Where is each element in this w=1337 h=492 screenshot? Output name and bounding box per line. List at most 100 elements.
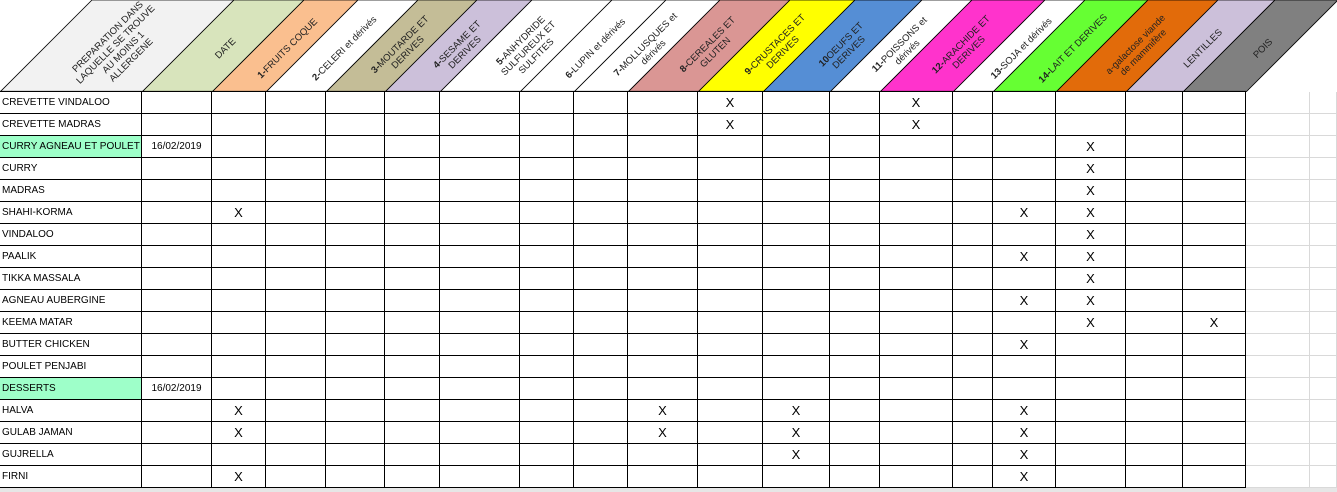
allergen-cell-soja[interactable] <box>953 136 993 158</box>
empty-cell[interactable] <box>1310 400 1337 422</box>
allergen-cell-mollusques[interactable] <box>574 202 628 224</box>
allergen-cell-oeufs[interactable] <box>763 158 830 180</box>
dish-name-cell[interactable]: SHAHI-KORMA <box>0 202 142 224</box>
allergen-cell-arachide[interactable] <box>880 400 953 422</box>
allergen-cell-crustaces[interactable] <box>698 422 763 444</box>
allergen-cell-arachide[interactable] <box>880 202 953 224</box>
allergen-cell-cereales[interactable] <box>628 224 698 246</box>
allergen-cell-moutarde[interactable] <box>326 422 385 444</box>
allergen-cell-lait[interactable]: X <box>993 422 1056 444</box>
allergen-cell-crustaces[interactable] <box>698 444 763 466</box>
allergen-cell-poissons[interactable] <box>830 224 880 246</box>
empty-cell[interactable] <box>1310 268 1337 290</box>
allergen-cell-crustaces[interactable]: X <box>698 92 763 114</box>
allergen-cell-oeufs[interactable]: X <box>763 444 830 466</box>
allergen-cell-lupin[interactable] <box>520 400 574 422</box>
empty-cell[interactable] <box>1246 114 1310 136</box>
allergen-cell-cereales[interactable] <box>628 158 698 180</box>
allergen-cell-arachide[interactable] <box>880 466 953 488</box>
allergen-cell-lupin[interactable] <box>520 136 574 158</box>
allergen-cell-crustaces[interactable] <box>698 334 763 356</box>
dish-name-cell[interactable]: AGNEAU AUBERGINE <box>0 290 142 312</box>
allergen-cell-anhydride[interactable] <box>440 92 520 114</box>
allergen-cell-cereales[interactable] <box>628 202 698 224</box>
allergen-cell-lait[interactable] <box>993 158 1056 180</box>
allergen-cell-anhydride[interactable] <box>440 378 520 400</box>
allergen-cell-alpha-gal[interactable] <box>1056 378 1126 400</box>
allergen-cell-pois[interactable] <box>1183 400 1246 422</box>
allergen-cell-soja[interactable] <box>953 224 993 246</box>
allergen-cell-mollusques[interactable] <box>574 422 628 444</box>
allergen-cell-sesame[interactable] <box>385 312 440 334</box>
dish-name-cell[interactable]: MADRAS <box>0 180 142 202</box>
dish-name-cell[interactable]: CREVETTE MADRAS <box>0 114 142 136</box>
allergen-cell-fruits-coque[interactable] <box>212 158 266 180</box>
allergen-cell-cereales[interactable] <box>628 180 698 202</box>
allergen-cell-mollusques[interactable] <box>574 312 628 334</box>
allergen-cell-lait[interactable]: X <box>993 290 1056 312</box>
allergen-cell-poissons[interactable] <box>830 466 880 488</box>
allergen-cell-celeri[interactable] <box>266 422 326 444</box>
empty-cell[interactable] <box>1310 246 1337 268</box>
dish-name-cell[interactable]: VINDALOO <box>0 224 142 246</box>
allergen-cell-pois[interactable] <box>1183 290 1246 312</box>
allergen-cell-moutarde[interactable] <box>326 466 385 488</box>
allergen-cell-sesame[interactable] <box>385 114 440 136</box>
allergen-cell-celeri[interactable] <box>266 224 326 246</box>
allergen-cell-moutarde[interactable] <box>326 180 385 202</box>
allergen-cell-soja[interactable] <box>953 378 993 400</box>
allergen-cell-cereales[interactable] <box>628 136 698 158</box>
allergen-cell-lait[interactable]: X <box>993 466 1056 488</box>
allergen-cell-moutarde[interactable] <box>326 334 385 356</box>
allergen-cell-celeri[interactable] <box>266 114 326 136</box>
allergen-cell-lupin[interactable] <box>520 422 574 444</box>
allergen-cell-sesame[interactable] <box>385 422 440 444</box>
allergen-cell-anhydride[interactable] <box>440 422 520 444</box>
allergen-cell-lentilles[interactable] <box>1126 290 1183 312</box>
allergen-cell-lupin[interactable] <box>520 158 574 180</box>
allergen-cell-lentilles[interactable] <box>1126 422 1183 444</box>
allergen-cell-oeufs[interactable]: X <box>763 400 830 422</box>
allergen-cell-mollusques[interactable] <box>574 92 628 114</box>
allergen-cell-fruits-coque[interactable] <box>212 378 266 400</box>
allergen-cell-fruits-coque[interactable] <box>212 224 266 246</box>
allergen-cell-alpha-gal[interactable]: X <box>1056 290 1126 312</box>
allergen-cell-poissons[interactable] <box>830 444 880 466</box>
allergen-cell-fruits-coque[interactable] <box>212 246 266 268</box>
date-cell[interactable] <box>142 246 212 268</box>
empty-cell[interactable] <box>1246 466 1310 488</box>
allergen-cell-anhydride[interactable] <box>440 444 520 466</box>
allergen-cell-pois[interactable] <box>1183 422 1246 444</box>
allergen-cell-cereales[interactable] <box>628 356 698 378</box>
allergen-cell-cereales[interactable] <box>628 312 698 334</box>
allergen-cell-arachide[interactable] <box>880 312 953 334</box>
allergen-cell-alpha-gal[interactable] <box>1056 92 1126 114</box>
allergen-cell-crustaces[interactable] <box>698 136 763 158</box>
allergen-cell-mollusques[interactable] <box>574 268 628 290</box>
allergen-cell-lait[interactable]: X <box>993 202 1056 224</box>
allergen-cell-alpha-gal[interactable]: X <box>1056 136 1126 158</box>
allergen-cell-sesame[interactable] <box>385 466 440 488</box>
empty-cell[interactable] <box>1310 356 1337 378</box>
date-cell[interactable] <box>142 268 212 290</box>
allergen-cell-celeri[interactable] <box>266 312 326 334</box>
allergen-cell-alpha-gal[interactable] <box>1056 334 1126 356</box>
allergen-cell-fruits-coque[interactable] <box>212 290 266 312</box>
empty-cell[interactable] <box>1310 378 1337 400</box>
allergen-cell-alpha-gal[interactable]: X <box>1056 180 1126 202</box>
date-cell[interactable] <box>142 290 212 312</box>
allergen-cell-alpha-gal[interactable] <box>1056 114 1126 136</box>
allergen-cell-anhydride[interactable] <box>440 466 520 488</box>
allergen-cell-lait[interactable] <box>993 268 1056 290</box>
allergen-cell-alpha-gal[interactable] <box>1056 466 1126 488</box>
empty-cell[interactable] <box>1310 92 1337 114</box>
empty-cell[interactable] <box>1246 158 1310 180</box>
allergen-cell-mollusques[interactable] <box>574 356 628 378</box>
allergen-cell-crustaces[interactable] <box>698 312 763 334</box>
allergen-cell-crustaces[interactable] <box>698 224 763 246</box>
allergen-cell-moutarde[interactable] <box>326 290 385 312</box>
allergen-cell-arachide[interactable] <box>880 290 953 312</box>
